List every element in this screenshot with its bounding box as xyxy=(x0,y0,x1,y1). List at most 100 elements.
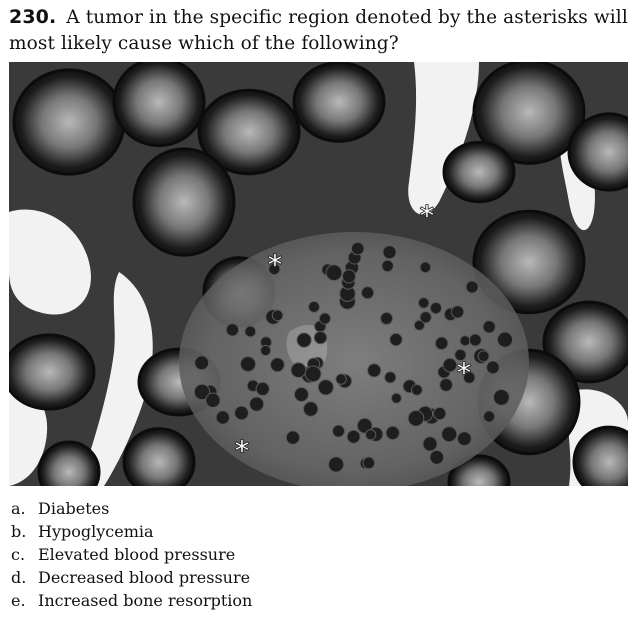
islet-nucleus-shape xyxy=(225,323,240,337)
islet-nucleus-shape xyxy=(290,362,307,379)
option-letter: a. xyxy=(11,499,26,518)
islet-nucleus-shape xyxy=(318,312,331,325)
islet-nucleus-shape xyxy=(456,431,472,447)
acinus-shape xyxy=(567,112,628,192)
islet-nucleus-shape xyxy=(293,387,309,402)
acinus-shape xyxy=(9,333,96,411)
option-letter: e. xyxy=(11,591,26,610)
asterisk-marker-1: * xyxy=(268,248,283,281)
islet-nucleus-shape xyxy=(482,320,496,334)
islet-nucleus-shape xyxy=(439,378,454,392)
option-text: Hypoglycemia xyxy=(38,522,154,541)
acinus-shape xyxy=(132,147,236,257)
islet-nucleus-shape xyxy=(328,456,345,473)
asterisk-marker-2: * xyxy=(420,199,435,232)
answer-options: a. Diabetes b. Hypoglycemia c. Elevated … xyxy=(11,497,252,612)
acinus-shape xyxy=(472,209,586,315)
islet-nucleus-shape xyxy=(493,389,510,406)
option-b[interactable]: b. Hypoglycemia xyxy=(11,520,252,543)
islet-nucleus-shape xyxy=(413,319,425,331)
islet-nucleus-shape xyxy=(271,309,284,322)
islet-nucleus-shape xyxy=(477,350,490,363)
islet-nucleus-shape xyxy=(325,264,343,282)
islet-nucleus-shape xyxy=(215,410,231,425)
islet-nucleus-shape xyxy=(407,410,425,427)
islet-nucleus-shape xyxy=(459,335,471,347)
islet-nucleus-shape xyxy=(332,424,345,438)
option-letter: c. xyxy=(11,545,26,564)
islet-nucleus-shape xyxy=(244,325,257,338)
islet-nucleus-shape xyxy=(382,245,397,260)
islet-nucleus-shape xyxy=(249,396,265,412)
islet-nucleus-shape xyxy=(442,357,458,373)
islet-nucleus-shape xyxy=(365,429,377,441)
islet-nucleus-shape xyxy=(465,280,479,294)
islet-nucleus-shape xyxy=(433,406,447,421)
islet-nucleus-shape xyxy=(381,259,394,273)
islet-nucleus-shape xyxy=(380,311,394,325)
islet-nucleus-shape xyxy=(441,426,458,443)
islet-nucleus-shape xyxy=(308,300,320,313)
acinus-shape xyxy=(37,440,101,486)
option-letter: b. xyxy=(11,522,27,541)
islet-nucleus-shape xyxy=(362,456,376,470)
acinus-shape xyxy=(542,300,628,384)
islet-nucleus-shape xyxy=(350,241,365,256)
option-text: Elevated blood pressure xyxy=(38,545,236,564)
islet-nucleus-shape xyxy=(419,311,432,324)
islet-nucleus-shape xyxy=(303,401,319,417)
islet-nucleus-shape xyxy=(361,286,375,300)
option-e[interactable]: e. Increased bone resorption xyxy=(11,589,252,612)
acinus-shape xyxy=(447,454,511,486)
acinus-shape xyxy=(442,140,516,204)
islet-nucleus-shape xyxy=(341,269,357,284)
islet-nucleus-shape xyxy=(419,261,432,274)
islet-nucleus-shape xyxy=(417,297,430,309)
islet-nucleus-shape xyxy=(390,392,402,404)
asterisk-marker-4: * xyxy=(235,434,250,467)
islet-nucleus-shape xyxy=(335,373,347,385)
islet-nucleus-shape xyxy=(411,384,423,396)
option-text: Increased bone resorption xyxy=(38,591,253,610)
histology-micrograph: * * * * xyxy=(9,62,628,486)
islet-nucleus-shape xyxy=(270,357,285,373)
acinus-shape xyxy=(197,88,301,176)
acinus-shape xyxy=(472,62,586,165)
islet-nucleus-shape xyxy=(194,355,210,371)
islet-nucleus-shape xyxy=(385,425,400,441)
islet-nucleus-shape xyxy=(313,330,328,345)
islet-nucleus-shape xyxy=(496,331,514,348)
option-c[interactable]: c. Elevated blood pressure xyxy=(11,543,252,566)
islet-nucleus-shape xyxy=(434,336,449,351)
option-letter: d. xyxy=(11,568,27,587)
islet-nucleus-shape xyxy=(255,381,270,396)
islet-nucleus-shape xyxy=(482,410,496,423)
islet-nucleus-shape xyxy=(450,305,465,319)
acinus-shape xyxy=(112,62,206,148)
islet-nucleus-shape xyxy=(486,360,500,375)
islet-nucleus-shape xyxy=(463,371,476,384)
islet-nucleus-shape xyxy=(296,332,312,348)
islet-nucleus-shape xyxy=(356,417,373,434)
question-text: A tumor in the specific region denoted b… xyxy=(9,7,628,54)
islet-nucleus-shape xyxy=(193,383,211,401)
option-text: Decreased blood pressure xyxy=(38,568,251,587)
option-a[interactable]: a. Diabetes xyxy=(11,497,252,520)
islet-nucleus-shape xyxy=(205,392,221,408)
islet-nucleus-shape xyxy=(285,430,301,445)
islet-nucleus-shape xyxy=(234,405,249,421)
option-text: Diabetes xyxy=(38,499,110,518)
islet-nucleus-shape xyxy=(317,379,334,396)
asterisk-marker-3: * xyxy=(457,356,472,389)
islet-nucleus-shape xyxy=(468,333,482,347)
islet-nucleus-shape xyxy=(260,344,272,357)
islet-nucleus-shape xyxy=(429,449,445,465)
islet-nucleus-shape xyxy=(240,356,256,373)
acinus-shape xyxy=(572,425,628,486)
question-stem: 230. A tumor in the specific region deno… xyxy=(9,4,631,57)
islet-nucleus-shape xyxy=(384,371,397,384)
islet-nucleus-shape xyxy=(422,436,438,452)
option-d[interactable]: d. Decreased blood pressure xyxy=(11,566,252,589)
islet-nucleus-shape xyxy=(389,332,403,347)
acinus-shape xyxy=(122,427,196,486)
